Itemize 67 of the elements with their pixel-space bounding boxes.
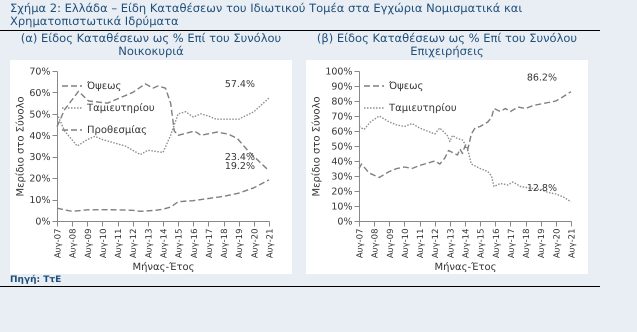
y-tick-label: 80% [331,96,352,108]
x-tick-label: Αυγ-08 [370,228,381,258]
x-tick-label: Αυγ-12 [431,228,442,258]
y-tick-label: 60% [331,126,352,138]
x-tick-label: Αυγ-13 [144,228,154,258]
x-tick-label: Αυγ-17 [204,228,215,258]
x-tick-label: Αυγ-13 [446,228,456,258]
x-tick-label: Αυγ-10 [98,228,109,258]
y-tick-label: 50% [331,142,352,152]
chart-subtitle: (β) Είδος Καταθέσεων ως % Επί του Συνόλου Επιχειρήσεις [306,31,588,60]
y-tick-label: 90% [331,82,352,92]
y-tick-label: 70% [29,66,50,78]
x-tick-label: Αυγ-09 [84,228,94,258]
x-axis-title: Μήνας-Έτος [132,262,195,274]
x-tick-label: Αυγ-15 [174,228,185,258]
y-tick-label: 20% [331,186,352,198]
y-tick-label: 50% [29,109,50,120]
x-tick-label: Αυγ-11 [114,228,124,258]
y-tick-label: 10% [29,195,50,206]
legend-label: Ταμιευτηρίου [388,103,457,114]
y-tick-label: 70% [331,112,352,122]
legend-label: Προθεσμίας [87,125,148,136]
x-tick-label: Αυγ-21 [266,228,276,258]
legend-label: Όψεως [388,81,424,92]
y-axis-title: Μερίδιο στο Σύνολο [311,96,322,197]
x-axis-title: Μήνας-Έτος [434,262,497,274]
annotation: 19.2% [224,160,255,172]
x-tick-label: Αυγ-14 [462,228,472,258]
x-tick-label: Αυγ-09 [386,228,396,258]
y-tick-label: 20% [29,174,50,185]
y-tick-label: 30% [331,172,352,182]
y-tick-label: 40% [331,156,352,168]
y-tick-label: 60% [29,88,50,99]
x-tick-label: Αυγ-20 [552,228,562,258]
legend-label: Όψεως [86,81,122,92]
legend-label: Ταμιευτηρίου [86,103,155,114]
x-tick-label: Αυγ-07 [356,228,366,258]
y-tick-label: 30% [29,152,50,164]
x-tick-label: Αυγ-18 [220,228,230,258]
x-tick-label: Αυγ-15 [476,228,487,258]
x-tick-label: Αυγ-19 [537,228,548,258]
chart-title: Σχήμα 2: Ελλάδα – Είδη Καταθέσεων του Ιδιωτικού Τομέα στα Εγχώρια Νομισματικά και Χρηματοπιστωτικά Ιδρύματα [0,0,600,31]
y-tick-label: 40% [29,130,50,142]
y-tick-label: 100% [325,66,352,78]
x-tick-label: Αυγ-21 [568,228,578,258]
y-axis-title: Μερίδιο στο Σύνολο [15,96,26,197]
x-tick-label: Αυγ-11 [416,228,426,258]
x-tick-label: Αυγ-19 [235,228,246,258]
chart-subtitle: (α) Είδος Καταθέσεων ως % Επί του Συνόλου Νοικοκυριά [10,31,292,60]
x-tick-label: Αυγ-16 [492,228,502,258]
annotation: 12.8% [526,182,557,194]
x-tick-label: Αυγ-18 [522,228,532,258]
x-tick-label: Αυγ-10 [400,228,411,258]
annotation: 23.4% [224,152,255,163]
annotation: 86.2% [526,72,557,84]
annotation: 57.4% [224,79,255,90]
y-tick-label: 10% [331,202,352,212]
x-tick-label: Αυγ-17 [506,228,517,258]
x-tick-label: Αυγ-07 [54,228,64,258]
y-tick-label: 0% [35,216,50,228]
x-tick-label: Αυγ-14 [160,228,170,258]
x-tick-label: Αυγ-20 [250,228,260,258]
y-tick-label: 0% [337,216,352,228]
x-tick-label: Αυγ-12 [129,228,140,258]
x-tick-label: Αυγ-08 [68,228,79,258]
text: Πηγή: ΤτΕ [10,275,62,285]
x-tick-label: Αυγ-16 [190,228,200,258]
